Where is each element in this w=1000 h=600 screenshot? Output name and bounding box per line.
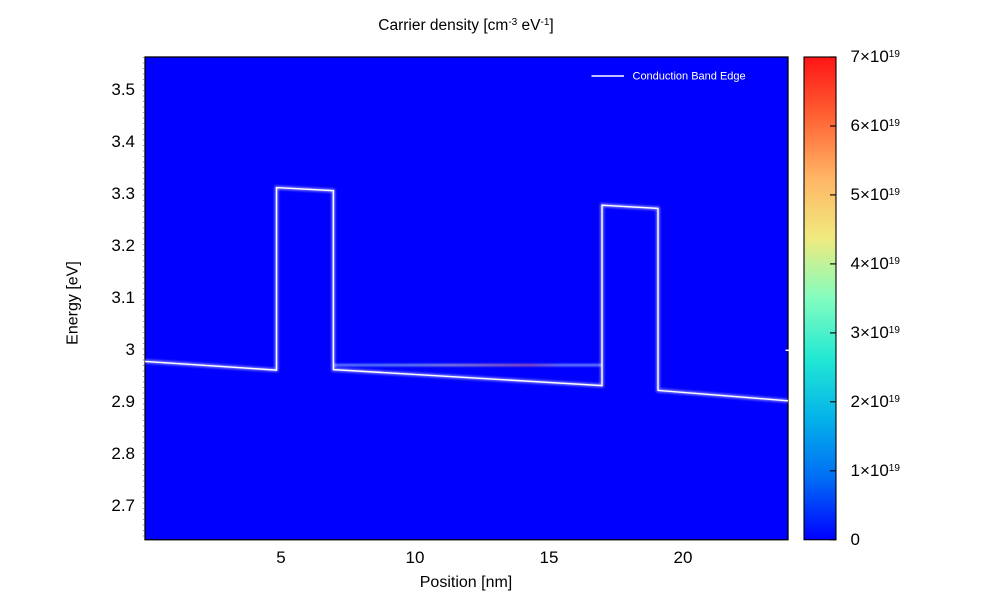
svg-text:Energy [eV]: Energy [eV] <box>65 261 82 345</box>
svg-text:20: 20 <box>674 548 693 567</box>
svg-text:3.2: 3.2 <box>111 236 135 255</box>
svg-text:Carrier density [cm-3 eV-1]: Carrier density [cm-3 eV-1] <box>378 17 553 35</box>
svg-text:1×1019: 1×1019 <box>851 461 901 480</box>
svg-text:2.8: 2.8 <box>111 444 135 463</box>
svg-text:5: 5 <box>276 548 285 567</box>
svg-text:Conduction Band Edge: Conduction Band Edge <box>633 71 746 83</box>
svg-text:6×1019: 6×1019 <box>851 116 901 135</box>
svg-text:3.3: 3.3 <box>111 184 135 203</box>
svg-text:Position [nm]: Position [nm] <box>420 574 512 591</box>
svg-text:15: 15 <box>540 548 559 567</box>
svg-text:7×1019: 7×1019 <box>851 47 901 66</box>
svg-text:3.5: 3.5 <box>111 80 135 99</box>
svg-text:3×1019: 3×1019 <box>851 323 901 342</box>
svg-text:4×1019: 4×1019 <box>851 254 901 273</box>
svg-text:2.7: 2.7 <box>111 496 135 515</box>
svg-text:5×1019: 5×1019 <box>851 185 901 204</box>
svg-text:3: 3 <box>126 340 135 359</box>
svg-text:2.9: 2.9 <box>111 392 135 411</box>
svg-text:3.4: 3.4 <box>111 132 135 151</box>
svg-text:0: 0 <box>851 530 860 549</box>
svg-text:2×1019: 2×1019 <box>851 392 901 411</box>
svg-text:10: 10 <box>406 548 425 567</box>
svg-text:3.1: 3.1 <box>111 288 135 307</box>
